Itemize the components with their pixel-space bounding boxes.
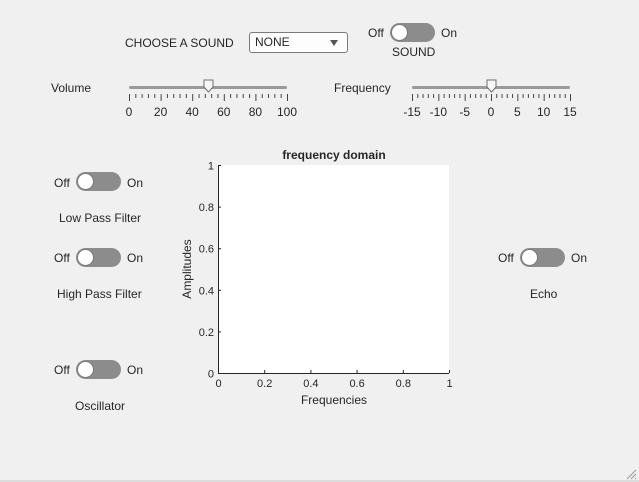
chart-y-axis-label: Amplitudes — [180, 239, 194, 298]
sound-dropdown-value: NONE — [255, 35, 290, 49]
chart-x-tick-label: 1 — [446, 378, 452, 390]
toggle-knob[interactable] — [521, 249, 538, 266]
frequency-tick-label: 0 — [487, 105, 495, 119]
chart-x-tick-label: 0.6 — [349, 378, 364, 390]
frequency-slider-ticks — [412, 94, 571, 101]
volume-slider-ticks — [129, 94, 288, 101]
chevron-down-icon — [330, 40, 338, 46]
frequency-slider-thumb[interactable] — [486, 79, 497, 93]
oscillator-off-label: Off — [54, 363, 70, 377]
low-pass-on-label: On — [127, 176, 144, 190]
echo-caption: Echo — [530, 287, 558, 301]
volume-label: Volume — [51, 81, 92, 95]
toggle-knob[interactable] — [77, 361, 94, 378]
chart-x-tick-label: 0.8 — [396, 378, 411, 390]
frequency-tick-label: 15 — [563, 105, 577, 119]
chart-axes: 0 0.2 0.4 0.6 0.8 1 0 0.2 0.4 0.6 0.8 1 — [199, 161, 453, 391]
low-pass-caption: Low Pass Filter — [59, 211, 142, 225]
sound-toggle-off-label: Off — [368, 26, 384, 40]
sound-toggle-on-label: On — [441, 26, 458, 40]
echo-toggle[interactable] — [520, 248, 565, 267]
volume-tick-label: 0 — [125, 105, 133, 119]
echo-on-label: On — [571, 251, 588, 265]
volume-slider[interactable] — [129, 79, 288, 113]
chart-title: frequency domain — [282, 148, 385, 162]
volume-tick-label: 80 — [248, 105, 263, 119]
chart-x-tick-label: 0.2 — [257, 378, 272, 390]
chart-y-tick-label: 0.8 — [199, 202, 214, 214]
toggle-knob[interactable] — [77, 173, 94, 190]
high-pass-off-label: Off — [54, 251, 70, 265]
sound-toggle[interactable] — [390, 23, 435, 42]
frequency-domain-chart: frequency domain Frequencies Amplitudes … — [180, 148, 453, 407]
chart-x-axis-label: Frequencies — [301, 393, 367, 407]
toggle-knob[interactable] — [391, 24, 408, 41]
volume-tick-label: 20 — [153, 105, 168, 119]
oscillator-on-label: On — [127, 363, 144, 377]
toggle-knob[interactable] — [77, 249, 94, 266]
chart-x-tick-label: 0 — [215, 378, 221, 390]
volume-slider-thumb[interactable] — [203, 79, 214, 93]
frequency-tick-label: -5 — [459, 105, 470, 119]
chart-y-tick-label: 0.2 — [199, 327, 214, 339]
window-bottom-edge — [0, 480, 639, 482]
frequency-tick-label: -15 — [403, 105, 421, 119]
frequency-tick-label: -10 — [429, 105, 447, 119]
high-pass-toggle[interactable] — [76, 248, 121, 267]
chart-x-tick-label: 0.4 — [303, 378, 318, 390]
frequency-slider[interactable] — [412, 79, 571, 113]
chart-y-tick-label: 0.6 — [199, 244, 214, 256]
plot-area[interactable] — [218, 165, 449, 373]
resize-grip-icon[interactable] — [625, 468, 637, 480]
sound-toggle-caption: SOUND — [392, 45, 436, 59]
low-pass-off-label: Off — [54, 176, 70, 190]
sound-dropdown[interactable]: NONE — [249, 32, 348, 53]
volume-tick-label: 40 — [185, 105, 199, 119]
volume-tick-label: 60 — [217, 105, 231, 119]
frequency-tick-label: 10 — [536, 105, 551, 119]
echo-off-label: Off — [498, 251, 514, 265]
choose-sound-label: CHOOSE A SOUND — [125, 36, 234, 50]
oscillator-caption: Oscillator — [75, 399, 126, 413]
frequency-tick-label: 5 — [513, 105, 521, 119]
high-pass-caption: High Pass Filter — [57, 287, 142, 301]
high-pass-on-label: On — [127, 251, 144, 265]
chart-y-tick-label: 1 — [208, 161, 214, 173]
frequency-label: Frequency — [334, 81, 391, 95]
oscillator-toggle[interactable] — [76, 360, 121, 379]
volume-tick-label: 100 — [276, 105, 298, 119]
chart-y-tick-label: 0 — [208, 369, 214, 381]
chart-y-tick-label: 0.4 — [199, 285, 214, 297]
low-pass-toggle[interactable] — [76, 172, 121, 191]
